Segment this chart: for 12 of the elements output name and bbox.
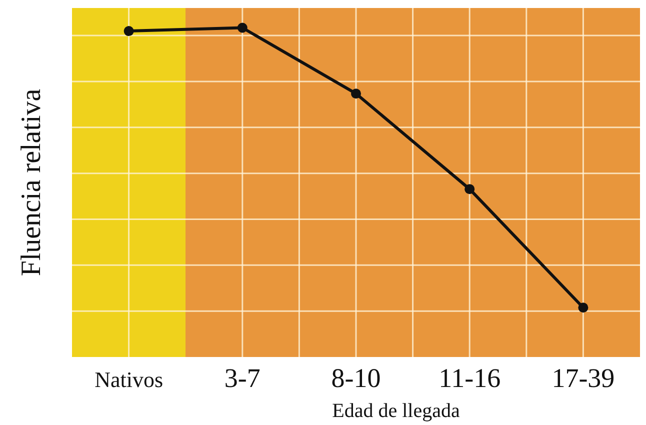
point xyxy=(351,88,361,99)
x-axis-title: Edad de llegada xyxy=(332,400,460,422)
x-tick-label: Nativos xyxy=(94,367,164,392)
point xyxy=(124,26,134,36)
y-axis-title: Fluencia relativa xyxy=(16,88,47,276)
point xyxy=(464,184,475,194)
point xyxy=(237,22,248,33)
x-tick-label: 11-16 xyxy=(438,363,501,393)
x-tick-label: 8-10 xyxy=(331,363,381,393)
point xyxy=(578,302,588,313)
x-tick-label: 17-39 xyxy=(552,363,615,393)
x-tick-label: 3-7 xyxy=(224,363,260,393)
